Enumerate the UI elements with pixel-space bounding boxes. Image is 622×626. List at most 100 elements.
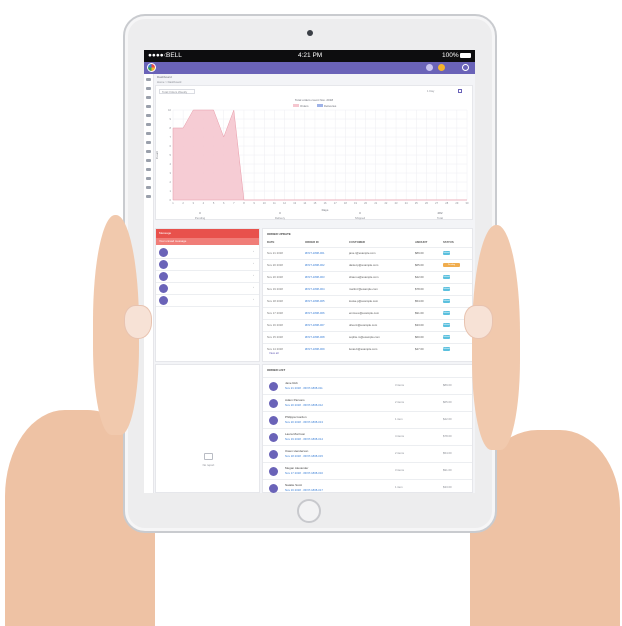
view-all-link[interactable]: View all (269, 351, 279, 355)
column-header[interactable]: ORDER ID (305, 240, 319, 244)
message-item[interactable]: › (156, 283, 259, 295)
column-header[interactable]: STATUS (443, 240, 454, 244)
order-meta[interactable]: Nov 16 2018 · #FNT-1808-017 (285, 488, 323, 492)
table-row[interactable]: Nov 20 2018 #FNT-1808-002 daniel.p@example… (263, 259, 472, 271)
cell-amount: $60.00 (415, 335, 424, 339)
message-avatar (159, 260, 168, 269)
cell-id[interactable]: #FNT-1808-003 (305, 275, 325, 279)
nav-customers-icon[interactable] (146, 96, 151, 99)
nav-delivery-icon[interactable] (146, 141, 151, 144)
cell-id[interactable]: #FNT-1808-005 (305, 299, 325, 303)
order-table-header: DATE ORDER ID CUSTOMER AMOUNT STATUS (263, 240, 472, 246)
message-item[interactable]: › (156, 247, 259, 259)
nav-products-icon[interactable] (146, 105, 151, 108)
message-avatar (159, 284, 168, 293)
user-avatar[interactable] (438, 64, 445, 71)
order-meta[interactable]: Nov 20 2018 · #FNT-1808-012 (285, 403, 323, 407)
column-header[interactable]: AMOUNT (415, 240, 428, 244)
x-tick-6: 7 (233, 201, 235, 205)
cell-id[interactable]: #FNT-1808-001 (305, 251, 325, 255)
nav-orders-icon[interactable] (146, 87, 151, 90)
nav-messages-icon[interactable] (146, 123, 151, 126)
y-tick-4: 4 (170, 162, 172, 166)
cell-amount: $42.00 (415, 275, 424, 279)
x-tick-17: 18 (344, 201, 347, 205)
cell-amount: $91.00 (415, 311, 424, 315)
status-badge: Delivered (443, 323, 450, 327)
y-tick-8: 8 (170, 126, 172, 130)
order-meta[interactable]: Nov 18 2018 · #FNT-1808-015 (285, 454, 323, 458)
nav-stock-icon[interactable] (146, 150, 151, 153)
order-meta[interactable]: Nov 20 2018 · #FNT-1808-013 (285, 420, 323, 424)
order-amount: $91.00 (443, 468, 452, 472)
x-tick-3: 4 (203, 201, 205, 205)
list-item[interactable]: Laura Morrison Nov 19 2018 · #FNT-1808-01… (263, 428, 472, 445)
table-row[interactable]: Nov 20 2018 #FNT-1808-003 shaun.a@example.… (263, 271, 472, 283)
breadcrumb[interactable]: Home > Dashboard (157, 80, 182, 84)
nav-reports-icon[interactable] (146, 114, 151, 117)
x-tick-8: 9 (253, 201, 255, 205)
cell-id[interactable]: #FNT-1808-008 (305, 335, 325, 339)
list-item[interactable]: Jane Rob Nov 21 2018 · #FNT-1808-011 3 ite… (263, 377, 472, 394)
app-header (144, 62, 475, 74)
cell-id[interactable]: #FNT-1808-006 (305, 311, 325, 315)
carrier-label: BELL (166, 52, 182, 59)
cell-id[interactable]: #FNT-1808-009 (305, 347, 325, 351)
order-update-card: ORDER UPDATE DATE ORDER ID CUSTOMER AMOUNT S… (262, 228, 473, 362)
order-quantity: 1 item (395, 417, 403, 421)
table-row[interactable]: Nov 18 2018 #FNT-1808-005 louise.p@example… (263, 295, 472, 307)
list-item[interactable]: Megan Alexander Nov 17 2018 · #FNT-1808-0… (263, 462, 472, 479)
home-button[interactable] (297, 499, 321, 523)
nav-dashboard-icon[interactable] (146, 78, 151, 81)
legend-swatch-1 (317, 104, 323, 107)
list-item[interactable]: Philippa Gordon Nov 20 2018 · #FNT-1808-0… (263, 411, 472, 428)
table-row[interactable]: Nov 16 2018 #FNT-1808-007 oliver.k@example… (263, 319, 472, 331)
order-list: Jane Rob Nov 21 2018 · #FNT-1808-011 3 ite… (263, 377, 472, 493)
customer-avatar (269, 450, 278, 459)
message-item[interactable]: › (156, 259, 259, 271)
cell-date: Nov 14 2018 (267, 347, 283, 351)
table-row[interactable]: Nov 21 2018 #FNT-1808-001 jane.r@example.c… (263, 247, 472, 259)
nav-settings-icon[interactable] (146, 177, 151, 180)
order-meta[interactable]: Nov 17 2018 · #FNT-1808-016 (285, 471, 323, 475)
cell-id[interactable]: #FNT-1808-004 (305, 287, 325, 291)
customer-avatar (269, 433, 278, 442)
x-tick-29: 30 (466, 201, 469, 205)
column-header[interactable]: CUSTOMER (349, 240, 365, 244)
notification-icon[interactable] (426, 64, 433, 71)
x-tick-21: 22 (384, 201, 387, 205)
table-row[interactable]: Nov 15 2018 #FNT-1808-008 sophie.m@example… (263, 331, 472, 343)
brand-logo-icon[interactable] (147, 63, 156, 72)
y-tick-9: 9 (170, 117, 172, 121)
nav-analytics-icon[interactable] (146, 159, 151, 162)
x-tick-5: 6 (223, 201, 225, 205)
y-tick-10: 10 (168, 108, 171, 112)
chart-menu-icon[interactable] (458, 89, 462, 93)
list-item[interactable]: Adam Parsons Nov 20 2018 · #FNT-1808-012 2… (263, 394, 472, 411)
table-row[interactable]: Nov 14 2018 #FNT-1808-009 lucas.b@example.… (263, 343, 472, 355)
nav-users-icon[interactable] (146, 168, 151, 171)
nav-logout-icon[interactable] (146, 195, 151, 198)
cell-id[interactable]: #FNT-1808-002 (305, 263, 325, 267)
table-row[interactable]: Nov 17 2018 #FNT-1808-006 emma.w@example.c… (263, 307, 472, 319)
cell-id[interactable]: #FNT-1808-007 (305, 323, 325, 327)
cell-date: Nov 21 2018 (267, 251, 283, 255)
order-meta[interactable]: Nov 19 2018 · #FNT-1808-014 (285, 437, 323, 441)
message-item[interactable]: › (156, 271, 259, 283)
cell-date: Nov 17 2018 (267, 311, 283, 315)
range-selector[interactable]: 1 Day (427, 89, 435, 93)
message-item[interactable]: › (156, 295, 259, 307)
chart-type-dropdown[interactable]: Total Orders Weekly (159, 89, 195, 94)
order-meta[interactable]: Nov 21 2018 · #FNT-1808-011 (285, 386, 323, 390)
cell-amount: $65.00 (415, 263, 424, 267)
customer-name: Owen Henderson (285, 449, 309, 453)
column-header[interactable]: DATE (267, 240, 275, 244)
customer-avatar (269, 399, 278, 408)
list-item[interactable]: Owen Henderson Nov 18 2018 · #FNT-1808-01… (263, 445, 472, 462)
nav-help-icon[interactable] (146, 186, 151, 189)
list-item[interactable]: Natalie Scott Nov 16 2018 · #FNT-1808-017… (263, 479, 472, 493)
settings-icon[interactable] (462, 64, 469, 71)
nav-payments-icon[interactable] (146, 132, 151, 135)
table-row[interactable]: Nov 19 2018 #FNT-1808-004 martin.f@example… (263, 283, 472, 295)
cell-customer: jane.r@example.com (349, 251, 376, 255)
